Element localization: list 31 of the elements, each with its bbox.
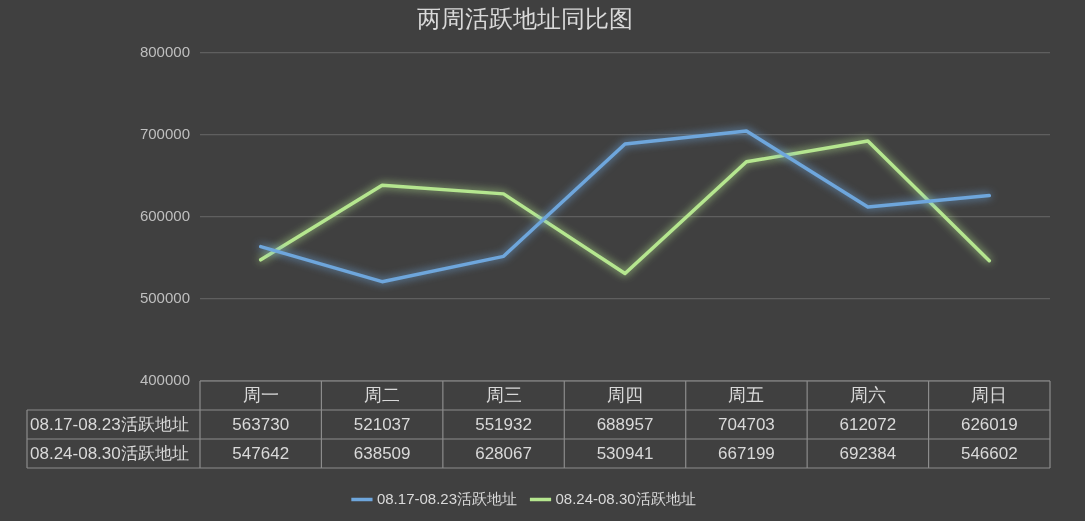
data-label: 628067 <box>475 444 532 464</box>
x-tick-label: 周四 <box>607 385 643 406</box>
data-label: 547642 <box>232 444 290 464</box>
legend-label: 08.17-08.23活跃地址 <box>376 489 518 507</box>
x-tick-label: 周六 <box>849 385 886 406</box>
y-tick-label: 700000 <box>139 124 190 142</box>
x-tick-label: 周日 <box>971 385 1008 406</box>
data-label: 692384 <box>839 444 897 464</box>
y-tick-label: 800000 <box>139 42 190 60</box>
text: 08.17-08.23活跃地址 <box>30 415 189 435</box>
data-label: 546602 <box>960 444 1018 464</box>
y-tick-label: 400000 <box>139 371 190 389</box>
chart-title: 两周活跃地址同比图 <box>417 5 633 32</box>
data-label: 563730 <box>232 415 290 435</box>
y-tick-label: 600000 <box>139 207 190 225</box>
data-label: 612072 <box>839 415 897 435</box>
x-tick-label: 周二 <box>364 385 401 406</box>
data-label: 704703 <box>718 415 775 435</box>
text: 08.24-08.30活跃地址 <box>30 444 189 464</box>
legend-label: 08.24-08.30活跃地址 <box>555 489 696 507</box>
data-label: 551932 <box>475 415 532 435</box>
x-tick-label: 周三 <box>485 385 522 406</box>
data-label: 626019 <box>960 415 1018 435</box>
x-tick-label: 周一 <box>242 385 279 406</box>
x-tick-label: 周五 <box>728 385 765 406</box>
y-tick-label: 500000 <box>139 289 190 307</box>
data-label: 521037 <box>353 415 411 435</box>
data-label: 638509 <box>353 444 411 464</box>
data-label: 688957 <box>596 415 654 435</box>
data-label: 667199 <box>718 444 775 464</box>
data-label: 530941 <box>596 444 654 464</box>
